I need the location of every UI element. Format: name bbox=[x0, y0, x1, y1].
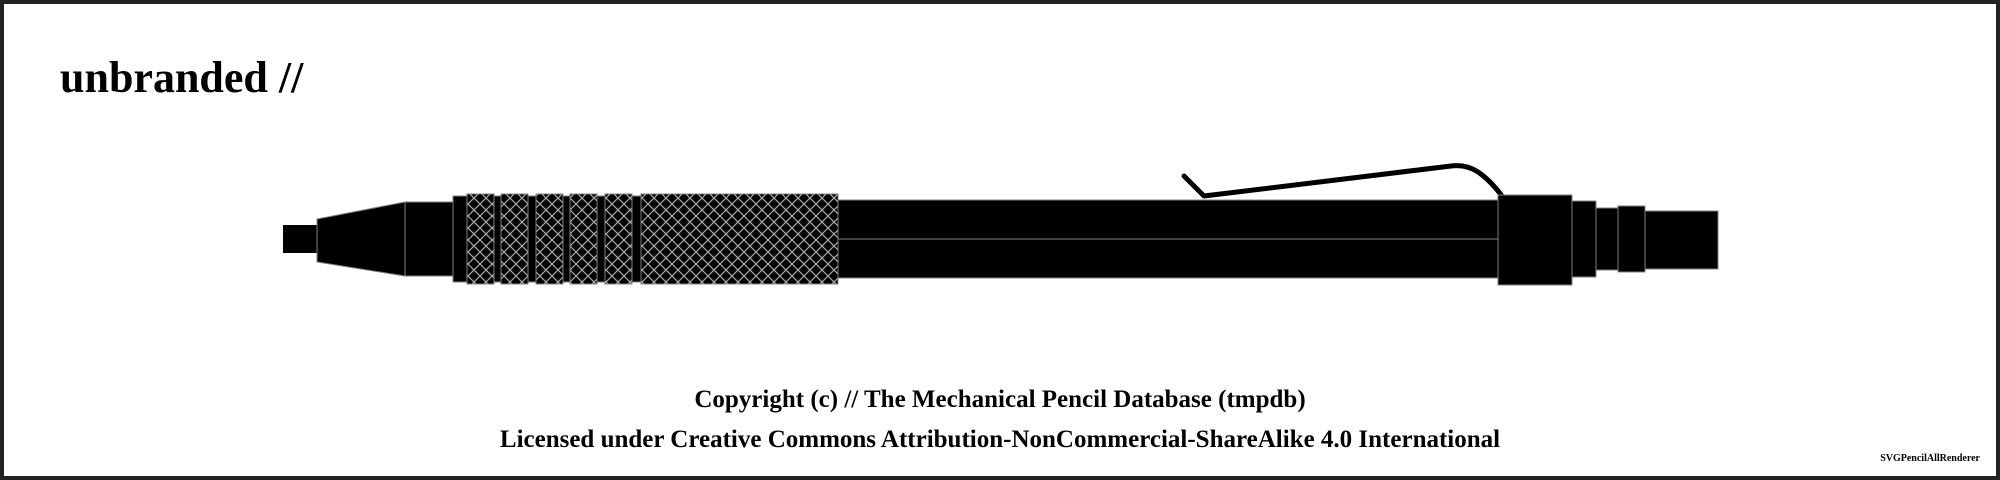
grip-knurled-section bbox=[640, 193, 839, 285]
license-notice: Licensed under Creative Commons Attribut… bbox=[499, 426, 1501, 453]
end-section bbox=[1571, 200, 1597, 278]
grip-ring bbox=[535, 193, 564, 285]
page-title: unbranded // bbox=[60, 53, 304, 102]
grip-ring bbox=[500, 193, 529, 285]
clip-ring bbox=[1497, 194, 1573, 286]
copyright-notice: Copyright (c) // The Mechanical Pencil D… bbox=[694, 386, 1306, 413]
renderer-label: SVGPencilAllRenderer bbox=[1880, 453, 1980, 464]
end-section bbox=[1595, 207, 1619, 271]
grip-ring bbox=[569, 193, 598, 285]
end-section bbox=[1617, 205, 1646, 273]
lead-sleeve bbox=[283, 225, 317, 253]
end-section bbox=[1644, 210, 1719, 270]
grip-ring bbox=[604, 193, 633, 285]
front-section bbox=[404, 201, 454, 277]
pocket-clip bbox=[1181, 163, 1505, 199]
grip-ring bbox=[466, 193, 495, 285]
tip-cone bbox=[316, 201, 406, 277]
